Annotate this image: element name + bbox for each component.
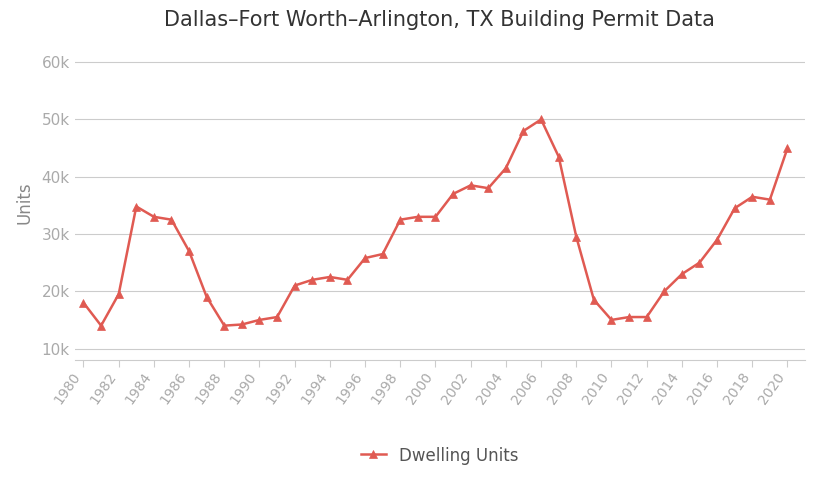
Dwelling Units xyxy=(272,314,282,320)
Dwelling Units xyxy=(114,291,124,297)
Dwelling Units xyxy=(202,294,212,300)
Dwelling Units xyxy=(677,271,687,277)
Dwelling Units xyxy=(730,205,740,211)
Dwelling Units xyxy=(712,236,722,242)
Dwelling Units xyxy=(343,277,353,283)
Dwelling Units xyxy=(659,288,669,294)
Dwelling Units xyxy=(783,145,793,151)
Dwelling Units xyxy=(466,182,476,188)
Dwelling Units xyxy=(519,128,529,134)
Dwelling Units xyxy=(536,116,546,122)
Dwelling Units xyxy=(554,154,564,160)
Dwelling Units xyxy=(589,297,599,303)
Dwelling Units xyxy=(395,216,405,222)
Dwelling Units xyxy=(290,282,300,288)
Dwelling Units xyxy=(184,248,194,254)
Dwelling Units xyxy=(307,277,317,283)
Dwelling Units xyxy=(607,317,617,323)
Dwelling Units xyxy=(325,274,334,280)
Legend: Dwelling Units: Dwelling Units xyxy=(354,440,525,472)
Dwelling Units xyxy=(747,194,757,200)
Dwelling Units xyxy=(431,214,441,220)
Dwelling Units xyxy=(79,300,89,306)
Dwelling Units xyxy=(131,204,141,210)
Dwelling Units xyxy=(765,196,775,202)
Dwelling Units xyxy=(695,260,705,266)
Dwelling Units xyxy=(219,322,229,328)
Dwelling Units xyxy=(642,314,652,320)
Dwelling Units xyxy=(96,322,106,328)
Dwelling Units xyxy=(167,216,177,222)
Y-axis label: Units: Units xyxy=(15,181,33,224)
Dwelling Units xyxy=(413,214,422,220)
Dwelling Units xyxy=(571,234,581,240)
Dwelling Units xyxy=(149,214,159,220)
Dwelling Units xyxy=(448,191,458,197)
Dwelling Units xyxy=(378,251,388,257)
Dwelling Units xyxy=(237,322,247,328)
Dwelling Units xyxy=(624,314,634,320)
Line: Dwelling Units: Dwelling Units xyxy=(80,116,792,330)
Dwelling Units xyxy=(501,165,511,171)
Dwelling Units xyxy=(483,185,493,191)
Dwelling Units xyxy=(360,255,370,261)
Dwelling Units xyxy=(255,317,265,323)
Title: Dallas–Fort Worth–Arlington, TX Building Permit Data: Dallas–Fort Worth–Arlington, TX Building… xyxy=(164,10,715,29)
